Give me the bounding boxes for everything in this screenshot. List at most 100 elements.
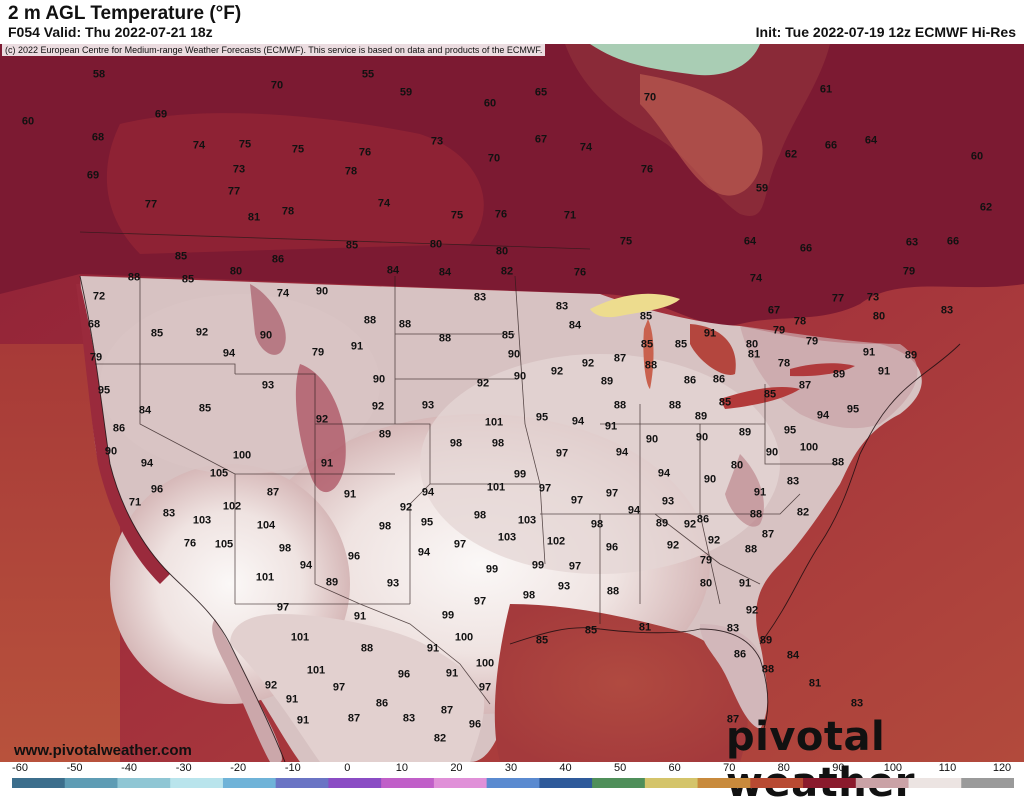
temperature-label: 85	[674, 338, 688, 351]
temperature-label: 70	[487, 152, 501, 165]
temperature-label: 96	[397, 668, 411, 681]
temperature-label: 101	[484, 416, 504, 429]
temperature-label: 103	[517, 514, 537, 527]
northern-rockies	[250, 284, 286, 355]
temperature-label: 58	[92, 68, 106, 81]
temperature-label: 101	[306, 664, 326, 677]
temperature-label: 86	[375, 697, 389, 710]
temperature-label: 86	[271, 253, 285, 266]
temperature-label: 89	[600, 375, 614, 388]
site-url[interactable]: www.pivotalweather.com	[14, 742, 192, 759]
temperature-label: 83	[940, 304, 954, 317]
temperature-label: 97	[538, 482, 552, 495]
temperature-label: 71	[563, 209, 577, 222]
pacific-coast-strip	[76, 284, 170, 584]
temperature-label: 95	[783, 424, 797, 437]
temperature-label: 91	[296, 714, 310, 727]
temperature-label: 81	[747, 348, 761, 361]
temperature-label: 90	[315, 285, 329, 298]
temperature-label: 84	[786, 649, 800, 662]
header: 2 m AGL Temperature (°F) F054 Valid: Thu…	[0, 0, 1024, 44]
temperature-label: 91	[604, 420, 618, 433]
temperature-label: 88	[438, 332, 452, 345]
temperature-label: 87	[440, 704, 454, 717]
temperature-label: 92	[707, 534, 721, 547]
valid-time: F054 Valid: Thu 2022-07-21 18z	[8, 24, 213, 40]
colorbar-segment	[170, 778, 224, 788]
lake-ontario	[790, 363, 855, 377]
temperature-label: 93	[661, 495, 675, 508]
temperature-label: 92	[550, 365, 564, 378]
temperature-label: 88	[644, 359, 658, 372]
colorbar-segment	[275, 778, 329, 788]
temperature-label: 85	[718, 396, 732, 409]
temperature-label: 64	[743, 235, 757, 248]
temperature-label: 89	[738, 426, 752, 439]
temperature-label: 90	[259, 329, 273, 342]
lake-huron	[690, 324, 736, 375]
temperature-label: 73	[430, 135, 444, 148]
temperature-label: 89	[378, 428, 392, 441]
lake-superior	[590, 293, 680, 318]
temperature-label: 92	[195, 326, 209, 339]
colorbar-tick-label: 80	[777, 762, 790, 774]
temperature-label: 65	[534, 86, 548, 99]
colorbar-tick-label: 60	[668, 762, 681, 774]
temperature-label: 97	[555, 447, 569, 460]
temperature-label: 84	[138, 404, 152, 417]
gulf-of-mexico	[494, 604, 748, 762]
temperature-map[interactable]	[0, 44, 1024, 762]
temperature-label: 88	[127, 271, 141, 284]
temperature-label: 79	[311, 346, 325, 359]
temperature-label: 84	[568, 319, 582, 332]
baja	[212, 619, 282, 762]
colorbar-tick-label: 10	[395, 762, 408, 774]
temperature-label: 99	[485, 563, 499, 576]
colorbar-segment	[697, 778, 751, 788]
temperature-label: 94	[421, 486, 435, 499]
map-title: 2 m AGL Temperature (°F)	[8, 3, 242, 24]
temperature-label: 91	[862, 346, 876, 359]
temperature-label: 94	[627, 504, 641, 517]
temperature-label: 92	[666, 539, 680, 552]
temperature-label: 97	[605, 487, 619, 500]
temperature-label: 67	[767, 304, 781, 317]
temperature-label: 80	[730, 459, 744, 472]
temperature-label: 90	[765, 446, 779, 459]
temperature-label: 98	[522, 589, 536, 602]
colorbar-tick-label: 50	[613, 762, 627, 774]
temperature-label: 94	[657, 467, 671, 480]
coastlines	[79, 275, 961, 762]
colorbar-tick-label: 110	[938, 762, 957, 774]
temperature-label: 101	[486, 481, 506, 494]
colorbar-segment	[539, 778, 593, 788]
temperature-label: 92	[371, 400, 385, 413]
temperature-label: 63	[905, 236, 919, 249]
temperature-label: 100	[475, 657, 495, 670]
temperature-label: 67	[534, 133, 548, 146]
temperature-label: 78	[281, 205, 295, 218]
temperature-label: 76	[358, 146, 372, 159]
temperature-label: 71	[128, 496, 142, 509]
temperature-label: 93	[421, 399, 435, 412]
temperature-label: 98	[278, 542, 292, 555]
temperature-label: 76	[494, 208, 508, 221]
temperature-label: 92	[581, 357, 595, 370]
temperature-label: 104	[256, 519, 276, 532]
temperature-label: 73	[866, 291, 880, 304]
temperature-label: 89	[832, 368, 846, 381]
colorbar-segment	[222, 778, 277, 788]
colorbar-segment	[750, 778, 804, 788]
temperature-label: 94	[571, 415, 585, 428]
temperature-label: 92	[315, 413, 329, 426]
temperature-label: 94	[417, 546, 431, 559]
temperature-label: 85	[640, 338, 654, 351]
temperature-label: 90	[695, 431, 709, 444]
temperature-label: 88	[761, 663, 775, 676]
temperature-label: 86	[696, 513, 710, 526]
temperature-label: 103	[192, 514, 212, 527]
temperature-label: 59	[399, 86, 413, 99]
temperature-label: 99	[441, 609, 455, 622]
temperature-label: 75	[291, 143, 305, 156]
temperature-label: 88	[606, 585, 620, 598]
